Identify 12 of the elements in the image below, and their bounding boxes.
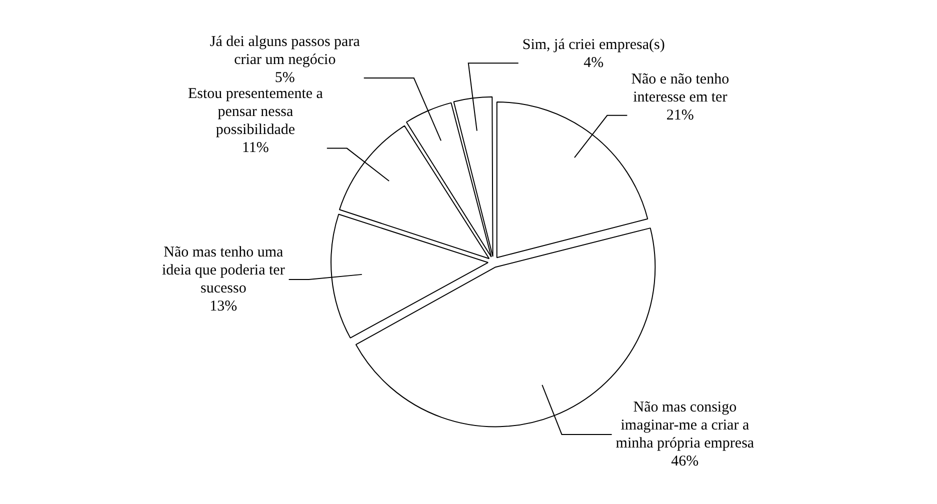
- data-label: 4%: [584, 55, 604, 72]
- data-label: 5%: [274, 70, 295, 86]
- data-label: 11%: [242, 140, 269, 156]
- slice-label: Sim, já criei empresa(s): [522, 37, 665, 54]
- slice-label: Não mas consigo imaginar-me a criar a minha própria empresa: [616, 399, 754, 452]
- data-label: 13%: [210, 298, 238, 314]
- data-label: 21%: [666, 107, 694, 124]
- data-label: 46%: [671, 453, 699, 470]
- slice-label: Não mas tenho uma ideia que poderia ter sucesso: [162, 244, 285, 296]
- slice-label: Estou presentemente a pensar nessa possibilidade: [188, 86, 324, 138]
- slice-label: Já dei alguns passos para criar um negócio: [210, 34, 360, 68]
- slice-label: Não e não tenho interesse em ter: [631, 71, 730, 106]
